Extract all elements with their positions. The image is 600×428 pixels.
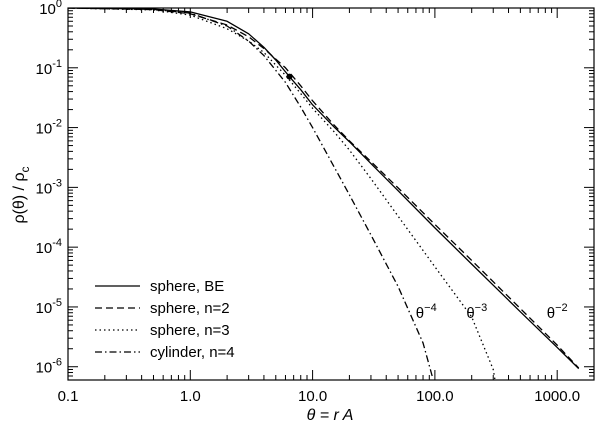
y-axis-label: ρ(θ) / ρc	[11, 166, 32, 223]
x-axis-label: θ = r A	[307, 407, 354, 424]
series-line-solid	[68, 8, 580, 370]
be-critical-point-marker	[286, 73, 293, 80]
series-line-dashdot	[68, 8, 433, 377]
x-axis-ticks: 0.1 1.0 10.0 100.0 1000.0	[58, 8, 595, 405]
transition-marker	[286, 73, 293, 80]
x-tick-label: 0.1	[58, 388, 79, 405]
series-line-dotted	[68, 8, 496, 380]
legend: sphere, BE sphere, n=2 sphere, n=3 cylinder…	[95, 278, 235, 361]
slope-annotations: θ−4 θ−3 θ−2	[416, 302, 568, 322]
y-tick-label: 100	[39, 0, 62, 18]
slope-label: θ−3	[466, 302, 487, 322]
series-lines	[68, 8, 580, 380]
x-tick-label: 1.0	[180, 388, 201, 405]
y-tick-label: 10-5	[36, 297, 62, 317]
plot-frame	[67, 7, 595, 381]
y-tick-label: 10-1	[36, 58, 62, 78]
series-line-dashed	[68, 8, 580, 369]
y-tick-label: 10-6	[36, 357, 62, 377]
slope-label: θ−2	[547, 302, 568, 322]
y-tick-label: 10-4	[36, 237, 62, 257]
legend-label: sphere, n=3	[150, 322, 230, 339]
y-tick-label: 10-2	[36, 118, 62, 138]
legend-label: sphere, n=2	[150, 300, 230, 317]
legend-label: cylinder, n=4	[150, 344, 235, 361]
x-tick-label: 1000.0	[534, 388, 580, 405]
y-axis-ticks: 100 10-1 10-2 10-3 10-4 10-5 10-6	[36, 0, 594, 381]
y-tick-label: 10-3	[36, 177, 62, 197]
x-tick-label: 100.0	[416, 388, 454, 405]
legend-label: sphere, BE	[150, 278, 224, 295]
slope-label: θ−4	[416, 302, 437, 322]
x-tick-label: 10.0	[298, 388, 327, 405]
